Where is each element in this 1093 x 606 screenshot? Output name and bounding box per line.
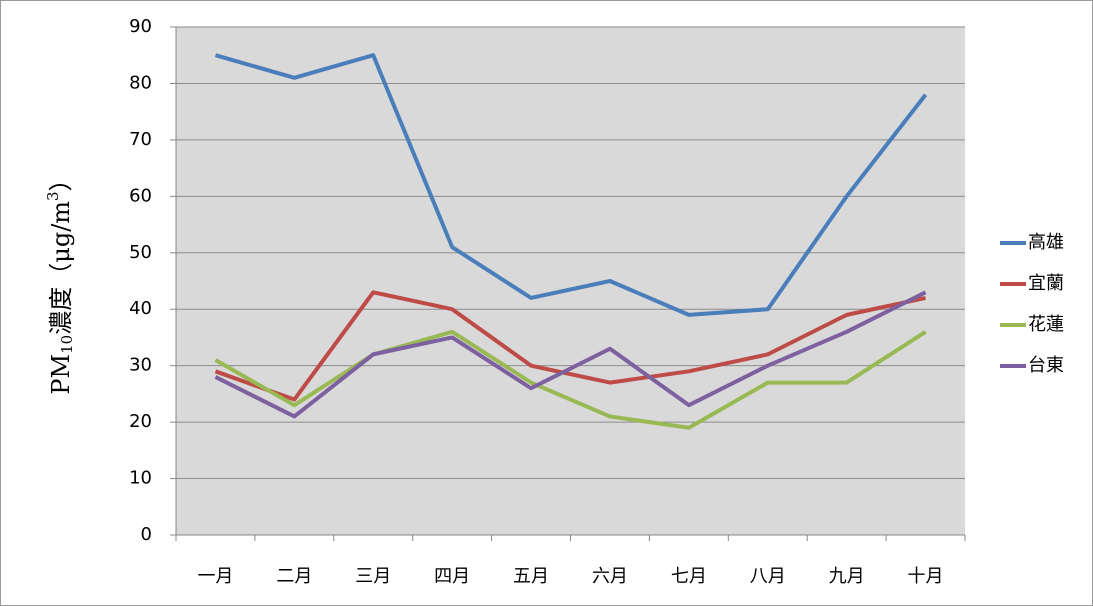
y-tick-label: 20	[129, 411, 152, 432]
legend-label: 高雄	[1028, 232, 1064, 253]
x-tick-label: 五月	[513, 566, 549, 587]
y-tick-label: 90	[129, 16, 152, 37]
y-label-part: 濃度（μg/m	[47, 201, 75, 335]
y-tick-label: 10	[129, 468, 152, 489]
series-line	[214, 53, 928, 317]
series-line	[214, 290, 927, 419]
x-tick-label: 四月	[434, 566, 470, 587]
y-tick-label: 0	[141, 524, 152, 545]
x-tick-label: 九月	[829, 566, 865, 587]
legend-label: 花蓮	[1028, 314, 1064, 335]
legend-label: 宜蘭	[1028, 273, 1064, 294]
x-tick-label: 三月	[355, 566, 391, 587]
x-tick-label: 一月	[197, 566, 233, 587]
x-tick-label: 六月	[592, 566, 628, 587]
series-line	[214, 290, 926, 402]
x-tick-label: 十月	[908, 566, 944, 587]
y-tick-label: 50	[129, 242, 152, 263]
x-tick-label: 二月	[276, 566, 312, 587]
y-tick-label: 60	[129, 185, 152, 206]
legend-label: 台東	[1028, 355, 1064, 376]
x-tick-label: 八月	[750, 566, 786, 587]
y-tick-label: 80	[129, 72, 152, 93]
y-axis-label: PM10濃度（μg/m3）	[44, 167, 76, 394]
series-line	[214, 329, 927, 430]
y-label-part: ）	[47, 167, 75, 191]
y-label-part: PM	[47, 354, 75, 395]
y-tick-label: 70	[129, 129, 152, 150]
y-tick-label: 40	[129, 298, 152, 319]
y-tick-label: 30	[129, 355, 152, 376]
y-label-part: 3	[44, 191, 62, 201]
plot-area	[176, 27, 965, 535]
x-tick-label: 七月	[671, 566, 707, 587]
y-label-part: 10	[58, 335, 76, 354]
